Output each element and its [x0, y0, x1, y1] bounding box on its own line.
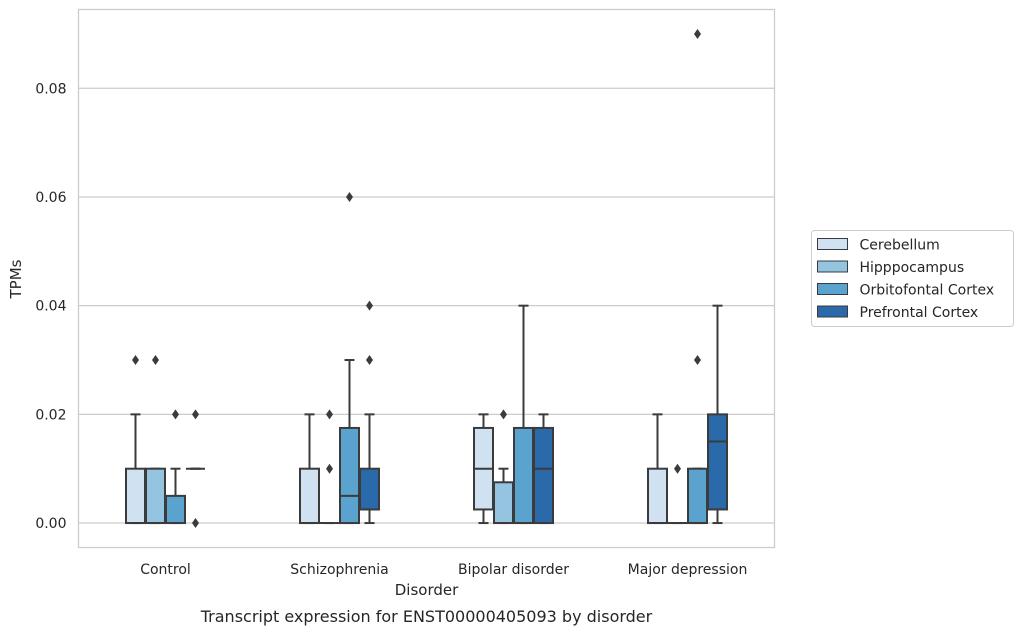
y-axis-label: TPMs: [7, 259, 25, 299]
x-tick-label: Major depression: [628, 562, 748, 578]
outlier-point: [326, 409, 333, 420]
box: [687, 467, 708, 525]
outlier-point: [366, 300, 373, 311]
y-tick-label: 0.04: [35, 299, 66, 315]
y-tick-label: 0.00: [35, 516, 66, 532]
box-group: [320, 409, 339, 525]
box-layer: [125, 28, 728, 529]
box-group: [145, 355, 166, 525]
outlier-point: [192, 409, 199, 420]
box: [125, 467, 146, 525]
box: [513, 426, 534, 525]
box-group: [299, 413, 320, 525]
box: [493, 481, 514, 525]
outlier-point: [674, 463, 681, 474]
legend-frame: [811, 230, 1014, 327]
plot-background: [78, 9, 775, 548]
legend-swatch: [817, 283, 848, 295]
box-group: [186, 409, 205, 529]
legend-swatch: [817, 238, 848, 250]
outlier-point: [694, 28, 701, 39]
y-tick-label: 0.02: [35, 407, 66, 423]
y-tick-label: 0.06: [35, 190, 66, 206]
x-axis-label: Disorder: [395, 581, 459, 599]
y-tick-label: 0.08: [35, 81, 66, 97]
box: [299, 467, 320, 525]
box: [533, 426, 554, 525]
box-group: [359, 300, 380, 525]
outlier-point: [172, 409, 179, 420]
outlier-point: [132, 355, 139, 366]
box-group: [533, 413, 554, 525]
box: [647, 467, 668, 525]
box: [707, 413, 728, 511]
outlier-point: [366, 355, 373, 366]
box-group: [513, 304, 534, 525]
legend: Cerebellum Hipppocampus Orbitofontal Corte…: [811, 230, 1014, 327]
box-group: [493, 409, 514, 525]
box: [339, 426, 360, 525]
box: [165, 494, 186, 525]
box-group: [668, 463, 687, 525]
outlier-point: [326, 463, 333, 474]
box: [145, 467, 166, 525]
outlier-point: [500, 409, 507, 420]
legend-swatch: [817, 305, 848, 318]
outlier-point: [152, 355, 159, 366]
legend-label: Hipppocampus: [860, 260, 965, 276]
x-tick-labels: Control Schizophrenia Bipolar disorder Majo…: [140, 562, 747, 578]
outlier-point: [346, 191, 353, 202]
box-group: [473, 413, 494, 525]
box: [359, 467, 380, 511]
legend-label: Orbitofontal Cortex: [860, 283, 995, 299]
box-group: [647, 413, 668, 525]
x-tick-label: Schizophrenia: [290, 562, 388, 578]
box-group: [707, 304, 728, 525]
chart-caption: Transcript expression for ENST0000040509…: [200, 607, 653, 626]
legend-label: Cerebellum: [860, 238, 940, 254]
x-tick-label: Control: [140, 562, 191, 578]
outlier-point: [192, 518, 199, 529]
box-group: [165, 409, 186, 525]
legend-label: Prefrontal Cortex: [860, 305, 979, 321]
legend-swatch: [817, 260, 848, 273]
x-tick-label: Bipolar disorder: [458, 562, 569, 578]
y-tick-labels: 0.00 0.02 0.04 0.06 0.08: [35, 81, 66, 532]
outlier-point: [694, 355, 701, 366]
plot-frame: [77, 8, 776, 549]
box-group: [687, 28, 708, 525]
